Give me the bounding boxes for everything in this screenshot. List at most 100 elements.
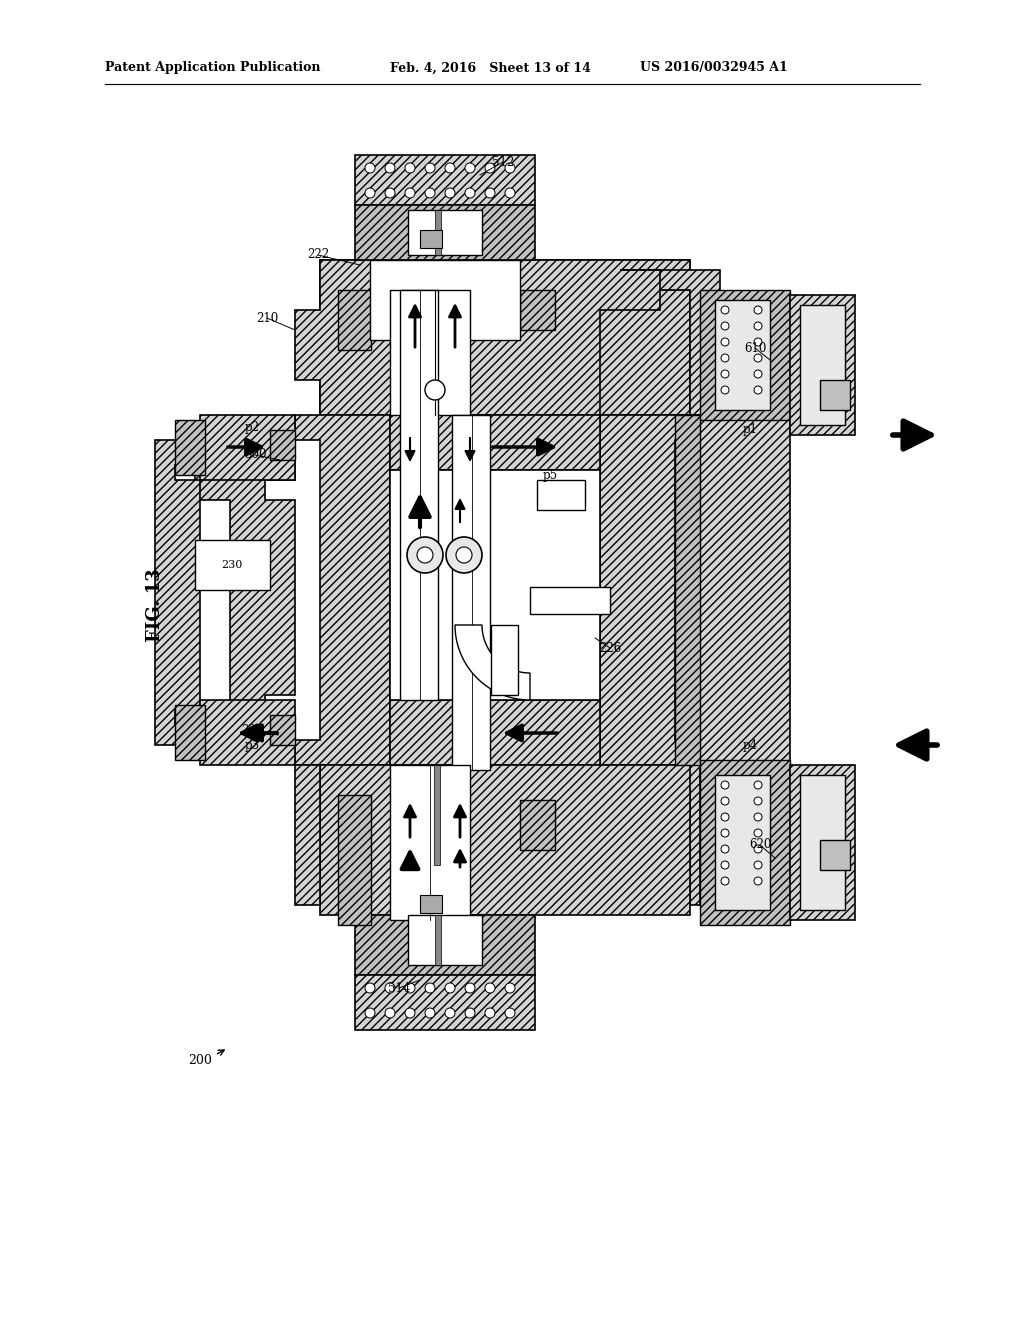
Bar: [200, 700, 295, 766]
Text: 226: 226: [599, 642, 622, 655]
Circle shape: [485, 187, 495, 198]
Circle shape: [465, 983, 475, 993]
Circle shape: [754, 338, 762, 346]
Circle shape: [754, 829, 762, 837]
Text: 512: 512: [492, 156, 514, 169]
Circle shape: [505, 187, 515, 198]
Circle shape: [425, 162, 435, 173]
Circle shape: [505, 162, 515, 173]
Bar: [319, 260, 690, 414]
Bar: [370, 260, 520, 341]
Circle shape: [754, 306, 762, 314]
Text: 230: 230: [221, 560, 243, 570]
Circle shape: [485, 983, 495, 993]
Bar: [715, 300, 770, 411]
Circle shape: [445, 187, 455, 198]
Text: p1: p1: [742, 424, 758, 437]
Bar: [390, 470, 600, 700]
Bar: [530, 587, 610, 614]
Text: 224: 224: [241, 723, 263, 737]
Circle shape: [425, 1008, 435, 1018]
Circle shape: [417, 546, 433, 564]
Polygon shape: [195, 455, 295, 741]
Circle shape: [365, 1008, 375, 1018]
Circle shape: [385, 1008, 395, 1018]
Bar: [700, 290, 790, 420]
Text: 514: 514: [388, 982, 411, 994]
Circle shape: [365, 187, 375, 198]
Bar: [820, 840, 850, 870]
Text: 200: 200: [188, 1053, 212, 1067]
Bar: [390, 414, 600, 470]
Bar: [820, 380, 850, 411]
Text: 610: 610: [743, 342, 766, 355]
Circle shape: [406, 187, 415, 198]
Circle shape: [365, 162, 375, 173]
Text: p5: p5: [543, 469, 557, 482]
Circle shape: [425, 380, 445, 400]
Text: p4: p4: [742, 738, 758, 751]
Bar: [490, 624, 518, 696]
Circle shape: [754, 385, 762, 393]
Bar: [175, 705, 205, 760]
Circle shape: [505, 1008, 515, 1018]
Bar: [420, 230, 442, 248]
Circle shape: [754, 845, 762, 853]
Circle shape: [445, 162, 455, 173]
Bar: [319, 766, 690, 915]
Circle shape: [721, 876, 729, 884]
Text: 300: 300: [244, 449, 266, 462]
Circle shape: [754, 370, 762, 378]
Circle shape: [407, 537, 443, 573]
Circle shape: [446, 537, 482, 573]
Bar: [270, 430, 295, 459]
Circle shape: [721, 781, 729, 789]
Circle shape: [485, 1008, 495, 1018]
Bar: [537, 480, 585, 510]
Text: Feb. 4, 2016   Sheet 13 of 14: Feb. 4, 2016 Sheet 13 of 14: [390, 62, 591, 74]
Circle shape: [445, 1008, 455, 1018]
Text: 620: 620: [749, 838, 771, 851]
Bar: [520, 800, 555, 850]
Text: 222: 222: [307, 248, 329, 261]
Circle shape: [721, 861, 729, 869]
Circle shape: [721, 845, 729, 853]
Polygon shape: [620, 766, 700, 906]
Circle shape: [465, 1008, 475, 1018]
Text: Patent Application Publication: Patent Application Publication: [105, 62, 321, 74]
Circle shape: [406, 1008, 415, 1018]
Circle shape: [465, 187, 475, 198]
Circle shape: [721, 354, 729, 362]
Circle shape: [385, 983, 395, 993]
Circle shape: [385, 162, 395, 173]
Bar: [435, 915, 441, 965]
Polygon shape: [295, 260, 690, 414]
Circle shape: [754, 781, 762, 789]
Circle shape: [385, 187, 395, 198]
Circle shape: [365, 983, 375, 993]
Circle shape: [721, 338, 729, 346]
Circle shape: [721, 370, 729, 378]
Bar: [434, 766, 440, 865]
Text: p3: p3: [245, 739, 259, 752]
Bar: [435, 210, 441, 255]
Bar: [790, 294, 855, 436]
Polygon shape: [295, 414, 390, 766]
Bar: [452, 414, 490, 770]
Circle shape: [754, 797, 762, 805]
Circle shape: [754, 861, 762, 869]
Text: 210: 210: [256, 312, 279, 325]
Bar: [355, 154, 535, 205]
Bar: [408, 210, 482, 255]
Circle shape: [721, 813, 729, 821]
Bar: [390, 700, 600, 766]
Bar: [400, 290, 438, 700]
Bar: [700, 760, 790, 925]
Polygon shape: [295, 766, 319, 906]
Circle shape: [425, 187, 435, 198]
Circle shape: [754, 322, 762, 330]
Circle shape: [721, 797, 729, 805]
Circle shape: [425, 983, 435, 993]
Bar: [420, 895, 442, 913]
Circle shape: [505, 983, 515, 993]
